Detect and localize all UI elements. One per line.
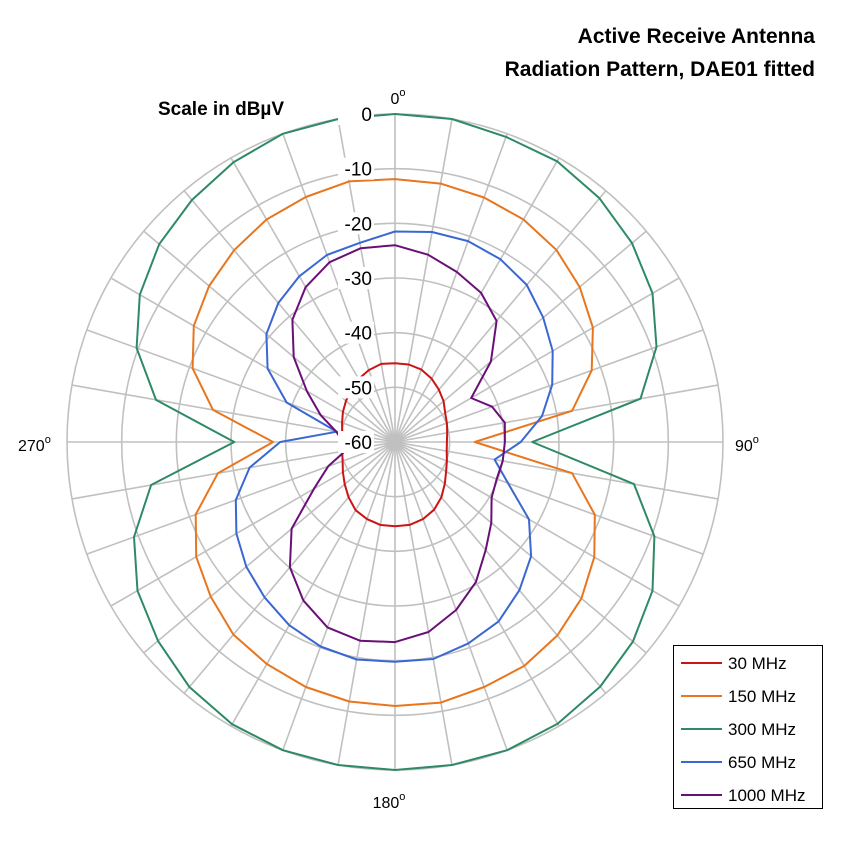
tick-label-bg	[338, 321, 374, 344]
grid-spoke	[143, 230, 396, 443]
radial-tick-label: -30	[345, 269, 372, 290]
degree-marker: o	[753, 434, 759, 446]
grid-spoke	[394, 230, 647, 443]
grid-spoke	[230, 441, 396, 727]
series-line-150-mhz	[191, 178, 596, 707]
grid-spoke	[394, 118, 453, 443]
legend-label: 650 MHz	[728, 753, 796, 772]
grid-spoke	[143, 441, 396, 654]
chart-title-line-1: Active Receive Antenna	[578, 25, 816, 48]
grid-spoke	[110, 441, 396, 607]
legend-item: 30 MHz	[681, 654, 787, 673]
legend-label: 1000 MHz	[728, 786, 805, 805]
grid-spoke	[394, 441, 607, 694]
grid-spoke	[394, 441, 453, 766]
legend-label: 30 MHz	[728, 654, 787, 673]
series-group	[133, 113, 658, 771]
legend-item: 150 MHz	[681, 687, 796, 706]
tick-label-bg	[338, 157, 374, 180]
angle-value: 270	[18, 438, 45, 455]
grid-spoke	[394, 441, 647, 654]
grid-spoke	[86, 329, 396, 443]
angle-label-90: 90o	[735, 434, 759, 455]
angle-value: 90	[735, 438, 753, 455]
grid-spoke	[337, 441, 396, 766]
grid-spoke	[394, 384, 719, 443]
angle-value: 180	[373, 795, 400, 812]
grid-spoke	[394, 190, 607, 443]
series-line-300-mhz	[133, 113, 658, 771]
radial-axis-label: Scale in dBµV	[158, 99, 284, 120]
tick-label-bg	[338, 103, 374, 125]
polar-grid	[66, 113, 724, 771]
legend-box	[673, 645, 823, 809]
radial-tick-label: -50	[345, 378, 372, 399]
radial-tick-label: -60	[345, 433, 372, 454]
radial-tick-label: -20	[345, 214, 372, 235]
grid-spoke	[394, 441, 560, 727]
radial-tick-label: -10	[345, 160, 372, 181]
legend: 30 MHz 150 MHz 300 MHz 650 MHz 1000 MHz	[673, 645, 823, 809]
grid-spoke	[394, 277, 680, 443]
degree-marker: o	[399, 87, 405, 99]
legend-item: 650 MHz	[681, 753, 796, 772]
angle-label-270: 270o	[18, 434, 51, 455]
angle-label-180: 180o	[373, 791, 406, 812]
radial-tick-labels: 0 -10 -20 -30 -40 -50 -60	[338, 103, 374, 454]
series-line-30-mhz	[341, 362, 449, 528]
angle-value: 0	[390, 91, 399, 108]
degree-marker: o	[399, 791, 405, 803]
chart-title-line-2: Radiation Pattern, DAE01 fitted	[505, 58, 815, 81]
degree-marker: o	[45, 434, 51, 446]
grid-spoke	[394, 133, 508, 443]
series-line-650-mhz	[234, 230, 554, 663]
grid-spoke	[394, 441, 508, 751]
grid-spoke	[110, 277, 396, 443]
legend-label: 150 MHz	[728, 687, 796, 706]
tick-label-bg	[338, 212, 374, 235]
grid-spoke	[86, 441, 396, 555]
grid-spoke	[394, 157, 560, 443]
tick-label-bg	[338, 431, 374, 453]
tick-label-bg	[338, 376, 374, 399]
grid-spoke	[282, 441, 396, 751]
grid-spoke	[183, 190, 396, 443]
grid-spoke	[394, 441, 680, 607]
radial-tick-label: -40	[345, 324, 372, 345]
radial-tick-label: 0	[361, 105, 372, 126]
legend-item: 300 MHz	[681, 720, 796, 739]
legend-item: 1000 MHz	[681, 786, 805, 805]
grid-spoke	[394, 441, 719, 500]
angle-label-0: 0o	[390, 87, 405, 108]
legend-label: 300 MHz	[728, 720, 796, 739]
series-line-1000-mhz	[288, 244, 506, 644]
tick-label-bg	[338, 267, 374, 289]
